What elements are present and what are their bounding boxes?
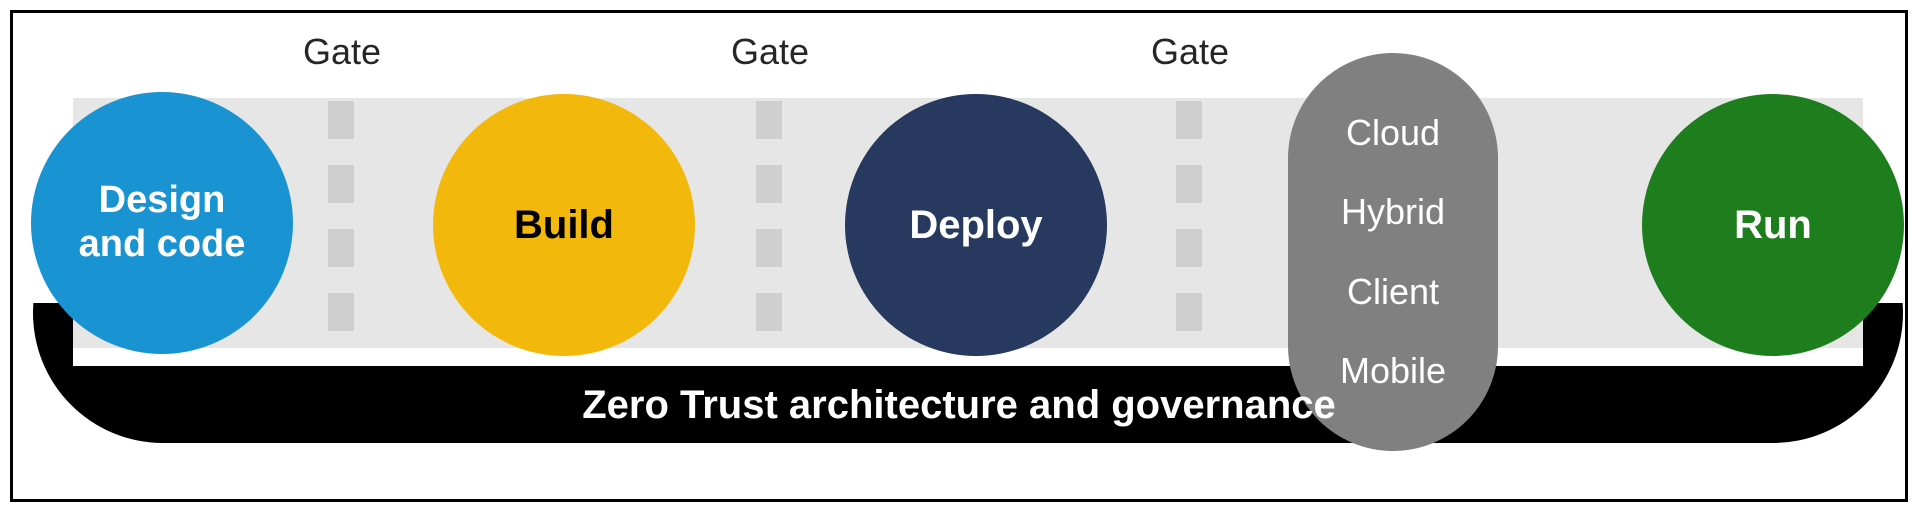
- gate-label-2: Gate: [731, 31, 809, 73]
- gate-label-3: Gate: [1151, 31, 1229, 73]
- stage-node-label-design: Design and code: [79, 179, 246, 266]
- stage-node-design: Design and code: [31, 92, 293, 354]
- stage-node-run: Run: [1642, 94, 1904, 356]
- environment-item-client: Client: [1347, 271, 1439, 313]
- environment-item-hybrid: Hybrid: [1341, 191, 1445, 233]
- stage-node-deploy: Deploy: [845, 94, 1107, 356]
- stage-node-label-run: Run: [1734, 202, 1812, 248]
- stage-node-label-build: Build: [514, 202, 614, 248]
- gate-label-1: Gate: [303, 31, 381, 73]
- stage-node-build: Build: [433, 94, 695, 356]
- diagram-stage: Gate Gate Gate Design and code Build Deploy Cl…: [13, 13, 1905, 499]
- stage-node-label-deploy: Deploy: [909, 202, 1042, 248]
- environment-item-cloud: Cloud: [1346, 112, 1440, 154]
- diagram-frame: Gate Gate Gate Design and code Build Deploy Cl…: [10, 10, 1908, 502]
- governance-label: Zero Trust architecture and governance: [13, 383, 1905, 428]
